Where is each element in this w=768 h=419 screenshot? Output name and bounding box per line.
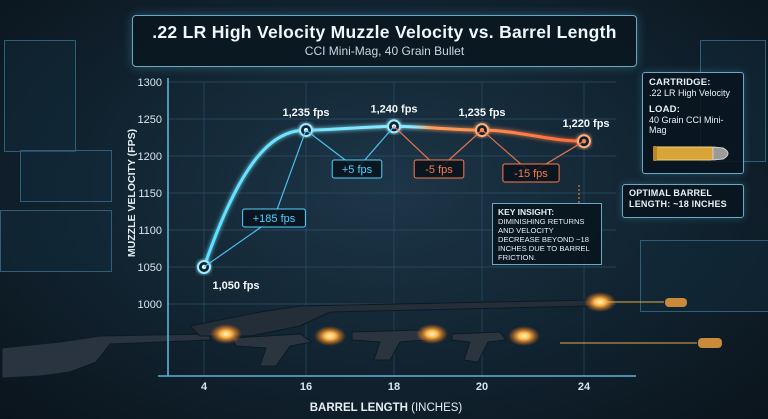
muzzle-flash-icon <box>416 324 448 344</box>
muzzle-flash-icon <box>508 326 540 346</box>
delta-connector <box>203 129 307 268</box>
background-console-left <box>0 210 112 272</box>
background-screen-left <box>4 40 76 152</box>
background-screen-left-lower <box>20 150 112 202</box>
muzzle-flash-icon <box>584 292 616 312</box>
pistol-icon <box>231 333 314 367</box>
cartridge-info-panel: CARTRIDGE: .22 LR High Velocity LOAD: 40… <box>642 72 744 174</box>
optimal-length-panel: OPTIMAL BARREL LENGTH: ~18 INCHES <box>622 184 744 218</box>
delta-label: -15 fps <box>514 168 548 180</box>
firearm-illustrations <box>1 292 722 379</box>
y-axis-title: MUZZLE VELOCITY (FPS) <box>126 129 138 257</box>
load-value: 40 Grain CCI Mini-Mag <box>649 115 724 135</box>
x-tick-label: 24 <box>578 381 591 393</box>
y-tick-label: 1200 <box>138 151 162 163</box>
pistol-icon <box>351 329 427 361</box>
x-tick-label: 16 <box>300 381 312 393</box>
axes: 1000 1050 1100 1150 1200 1250 1300 4 16 18 20 24 BAR… <box>126 77 636 414</box>
delta-label: +5 fps <box>342 164 373 176</box>
cartridge-icon <box>653 146 729 161</box>
chart-subtitle: CCI Mini-Mag, 40 Grain Bullet <box>304 44 465 58</box>
chart-title: .22 LR High Velocity Muzzle Velocity vs.… <box>152 22 617 42</box>
y-tick-label: 1250 <box>138 114 162 126</box>
data-labels: 1,050 fps 1,235 fps 1,240 fps 1,235 fps 1,22… <box>203 103 610 292</box>
delta-box <box>331 159 383 179</box>
x-tick-label: 20 <box>476 381 488 393</box>
point-label: 1,220 fps <box>562 118 609 130</box>
cartridge-label: CARTRIDGE: <box>649 77 711 88</box>
bullet-icon <box>665 298 687 307</box>
x-axis-title: BARREL LENGTH (INCHES) <box>310 402 463 414</box>
optimal-length-text: OPTIMAL BARREL LENGTH: ~18 INCHES <box>629 188 727 209</box>
background-console-right <box>640 240 768 312</box>
cartridge-value: .22 LR High Velocity <box>649 88 731 98</box>
point-label: 1,240 fps <box>370 103 417 115</box>
x-tick-label: 18 <box>388 381 400 393</box>
y-tick-label: 1000 <box>138 299 162 311</box>
point-label: 1,235 fps <box>458 107 505 119</box>
delta-box <box>242 208 306 228</box>
rifle-icon <box>1 333 211 379</box>
muzzle-flash-icon <box>314 326 346 346</box>
title-banner: .22 LR High Velocity Muzzle Velocity vs.… <box>132 15 637 67</box>
y-tick-label: 1150 <box>138 188 162 200</box>
delta-label: +185 fps <box>253 213 296 225</box>
point-label: 1,235 fps <box>282 107 329 119</box>
key-insight-box: KEY INSIGHT: DIMINISHING RETURNS AND VEL… <box>492 203 602 265</box>
key-insight-title: KEY INSIGHT: <box>498 207 555 217</box>
y-tick-label: 1100 <box>138 225 162 237</box>
key-insight-text: DIMINISHING RETURNS AND VELOCITY DECREAS… <box>498 217 590 262</box>
y-tick-label: 1050 <box>138 262 162 274</box>
muzzle-flash-icon <box>210 324 242 344</box>
delta-label: -5 fps <box>425 164 453 176</box>
x-tick-label: 4 <box>201 381 208 393</box>
delta-box <box>413 159 465 179</box>
load-label: LOAD: <box>649 104 681 115</box>
delta-box <box>502 163 560 183</box>
point-label: 1,050 fps <box>212 280 259 292</box>
pistol-icon <box>451 331 507 363</box>
bullet-icon <box>698 338 722 348</box>
y-tick-label: 1300 <box>138 77 162 89</box>
